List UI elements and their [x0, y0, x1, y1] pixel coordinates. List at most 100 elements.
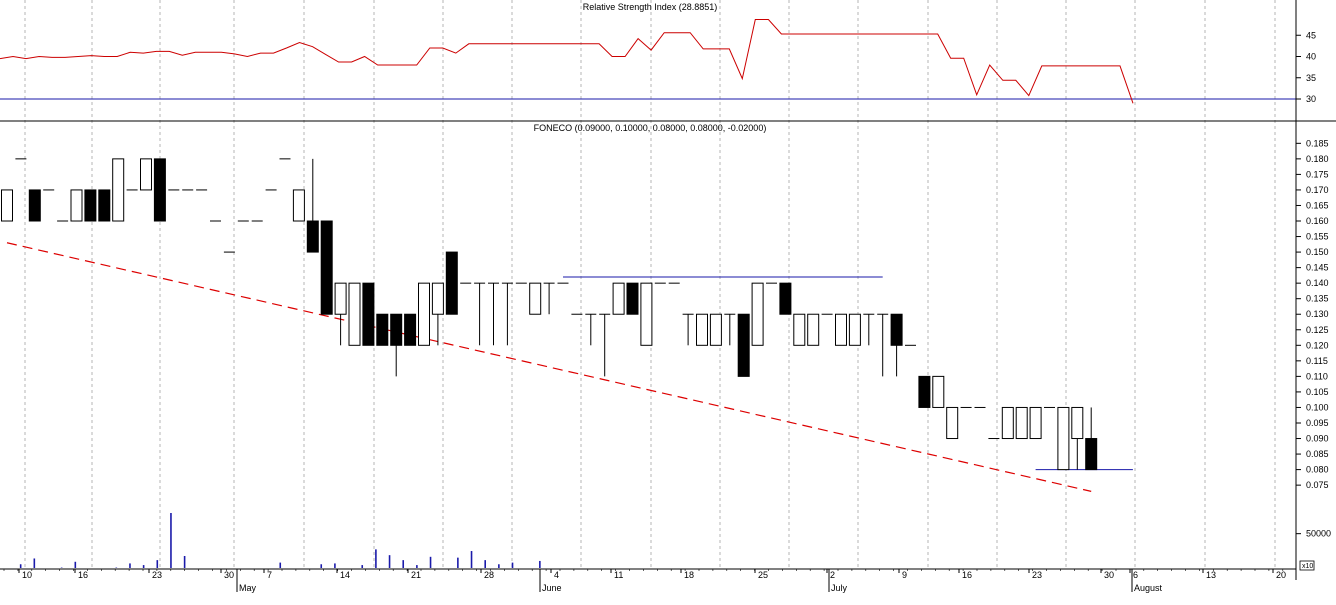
candle-body-down: [362, 282, 375, 346]
candle: [529, 282, 542, 315]
candle-body-up: [529, 282, 542, 315]
day-tick-label: 23: [152, 570, 162, 580]
grid-layer: [24, 0, 1276, 569]
candle-body-up: [140, 158, 152, 191]
candle-body-up: [1001, 406, 1014, 440]
month-label: August: [1134, 583, 1163, 593]
scale-corner-box: x10: [1299, 560, 1315, 571]
candle: [890, 313, 903, 377]
candle: [932, 375, 945, 408]
price-tick-label: 0.090: [1306, 434, 1329, 444]
candle: [626, 282, 639, 315]
candle: [390, 313, 403, 377]
candle: [946, 406, 959, 440]
candle: [1029, 406, 1042, 440]
price-tick-label: 0.125: [1306, 325, 1329, 335]
candle-body-up: [612, 282, 625, 315]
candle-body-down: [153, 158, 166, 222]
price-tick-label: 0.095: [1306, 418, 1329, 428]
candle-body-down: [306, 220, 319, 253]
price-tick-label: 0.130: [1306, 309, 1329, 319]
candle-body-up: [348, 282, 361, 346]
day-tick-label: 30: [224, 570, 234, 580]
rsi-panel: Relative Strength Index (28.8851) 30 35 40…: [0, 2, 1316, 104]
candle-body-down: [28, 189, 41, 222]
candle: [863, 313, 875, 346]
candle: [751, 282, 764, 346]
day-tick-label: 20: [1276, 570, 1286, 580]
candle: [306, 158, 319, 253]
price-tick-label: 0.180: [1306, 154, 1329, 164]
month-label: June: [542, 583, 562, 593]
candle-body-down: [376, 313, 389, 346]
rsi-y-axis: 30 35 40 45: [1296, 30, 1316, 104]
candle: [348, 282, 361, 346]
candle: [848, 313, 861, 346]
candle-body-up: [1015, 406, 1028, 440]
candle-body-down: [404, 313, 417, 346]
candle: [835, 313, 847, 346]
price-tick-label: 0.135: [1306, 294, 1329, 304]
price-tick-label: 0.150: [1306, 247, 1329, 257]
scale-box: [1299, 560, 1315, 571]
day-tick-label: 14: [340, 570, 350, 580]
candle-body-up: [793, 313, 806, 346]
candle: [418, 282, 430, 346]
day-tick-label: 16: [78, 570, 88, 580]
day-tick-label: 11: [614, 570, 623, 580]
candle: [292, 189, 305, 222]
rsi-tick-label: 40: [1306, 52, 1316, 62]
candle-body-down: [1085, 438, 1098, 471]
day-tick-label: 6: [1133, 570, 1138, 580]
candle-body-up: [1029, 406, 1042, 440]
scale-label: x10: [1302, 563, 1313, 570]
day-ticks: 10 16 23 30 7 14 21 28 4 11 18 25 2 9 16 23 30 6 13 20: [3, 569, 1286, 580]
candle: [474, 282, 486, 346]
candle: [28, 189, 41, 222]
day-tick-label: 30: [1104, 570, 1114, 580]
price-panel: FONECO (0.09000, 0.10000, 0.08000, 0.080…: [1, 123, 1329, 492]
candle: [1015, 406, 1028, 440]
candle: [376, 313, 389, 346]
rsi-series-line: [0, 19, 1134, 104]
candle-body-up: [835, 313, 847, 346]
candle: [793, 313, 806, 346]
downtrend-line: [6, 242, 1092, 492]
day-tick-label: 7: [267, 570, 272, 580]
price-tick-label: 0.080: [1306, 465, 1329, 475]
candle-body-down: [737, 313, 750, 377]
volume-tick-label: 50000: [1306, 529, 1331, 539]
candle-body-up: [112, 158, 125, 222]
candle-body-down: [390, 313, 403, 346]
candle-body-up: [640, 282, 653, 346]
candle-body-up: [334, 282, 347, 315]
day-tick-label: 9: [902, 570, 907, 580]
candle: [1071, 406, 1084, 470]
day-tick-label: 4: [554, 570, 559, 580]
volume-y-axis: 50000: [1296, 529, 1331, 539]
candle-body-up: [1071, 406, 1084, 440]
candle: [709, 313, 722, 346]
candle-body-up: [751, 282, 764, 346]
day-tick-label: 28: [484, 570, 494, 580]
candle: [877, 313, 889, 377]
candle: [488, 282, 499, 346]
day-tick-label: 25: [758, 570, 768, 580]
price-tick-label: 0.105: [1306, 387, 1329, 397]
candle: [501, 282, 513, 346]
candle: [1001, 406, 1014, 440]
candle: [696, 313, 708, 346]
volume-series: [19, 513, 541, 568]
candle-body-up: [807, 313, 820, 346]
candle-body-up: [1, 189, 13, 222]
price-tick-label: 0.075: [1306, 480, 1329, 490]
candle-body-up: [418, 282, 430, 346]
candle-body-down: [98, 189, 111, 222]
price-tick-label: 0.140: [1306, 278, 1329, 288]
candle-body-up: [292, 189, 305, 222]
rsi-tick-label: 30: [1306, 94, 1316, 104]
candle-body-up: [1057, 406, 1070, 471]
candle: [737, 313, 750, 377]
price-tick-label: 0.160: [1306, 216, 1329, 226]
